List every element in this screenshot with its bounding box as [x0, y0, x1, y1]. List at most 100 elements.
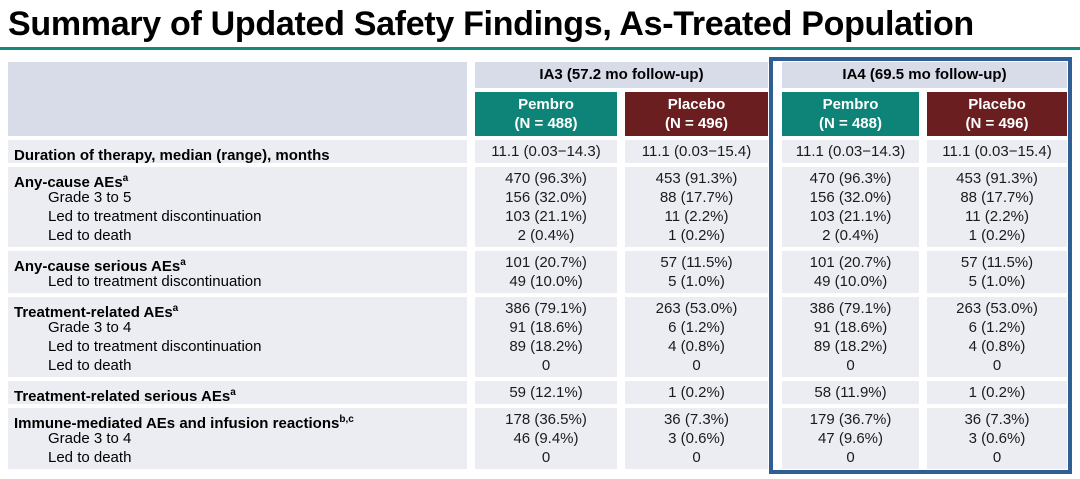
arm-name: Placebo: [667, 96, 726, 113]
value: 2 (0.4%): [822, 227, 879, 244]
value: 0: [846, 449, 855, 466]
value: 3 (0.6%): [968, 430, 1026, 447]
value: 46 (9.4%): [513, 430, 579, 447]
value: 470 (96.3%): [505, 170, 587, 187]
footnote-marker: a: [122, 173, 129, 184]
row-group-labels: Duration of therapy, median (range), mon…: [8, 140, 467, 164]
row-label: Any-cause serious AEsa: [14, 257, 186, 275]
value: 5 (1.0%): [668, 273, 725, 290]
value-cell: 59 (12.1%): [475, 381, 617, 404]
value: 103 (21.1%): [505, 208, 587, 225]
row-label: Led to death: [48, 449, 132, 466]
value: 6 (1.2%): [968, 319, 1026, 336]
value: 0: [541, 357, 551, 374]
value-cell: 386 (79.1%) 91 (18.6%) 89 (18.2%) 0: [782, 297, 919, 377]
column-header-ia3-placebo: Placebo (N = 496): [625, 92, 768, 136]
value-cell: 453 (91.3%) 88 (17.7%) 11 (2.2%) 1 (0.2%…: [927, 167, 1067, 247]
value: 49 (10.0%): [813, 273, 888, 290]
value: 88 (17.7%): [960, 189, 1034, 206]
column-header-ia4-pembro: Pembro (N = 488): [782, 92, 919, 136]
title-underline-rule: [0, 47, 1080, 50]
arm-n: (N = 496): [965, 115, 1029, 132]
value-cell: 11.1 (0.03−15.4): [625, 140, 768, 163]
row-label: Treatment-related AEsa: [14, 303, 179, 321]
arm-name: Placebo: [968, 96, 1026, 113]
column-group-header-ia4: IA4 (69.5 mo follow-up): [782, 62, 1067, 88]
row-label: Grade 3 to 4: [48, 430, 132, 447]
row-label: Led to death: [48, 357, 132, 374]
row-label: Immune-mediated AEs and infusion reactio…: [14, 414, 354, 432]
footnote-marker: a: [180, 257, 186, 268]
value: 263 (53.0%): [655, 300, 738, 317]
value: 11 (2.2%): [965, 208, 1029, 225]
value-cell: 36 (7.3%) 3 (0.6%) 0: [927, 408, 1067, 469]
value-cell: 178 (36.5%) 46 (9.4%) 0: [475, 408, 617, 469]
value: 5 (1.0%): [968, 273, 1026, 290]
value: 0: [992, 357, 1002, 374]
value-cell: 263 (53.0%) 6 (1.2%) 4 (0.8%) 0: [625, 297, 768, 377]
value-cell: 470 (96.3%) 156 (32.0%) 103 (21.1%) 2 (0…: [475, 167, 617, 247]
value: 89 (18.2%): [509, 338, 583, 355]
row-group-labels: Any-cause serious AEsa Led to treatment …: [8, 251, 467, 293]
row-label: Grade 3 to 5: [48, 189, 132, 206]
value: 91 (18.6%): [813, 319, 888, 336]
value-cell: 57 (11.5%) 5 (1.0%): [625, 251, 768, 293]
value-cell: 11.1 (0.03−14.3): [475, 140, 617, 163]
row-label: Led to treatment discontinuation: [48, 208, 262, 225]
table-corner-cell: [8, 62, 467, 136]
safety-table: IA3 (57.2 mo follow-up) IA4 (69.5 mo fol…: [8, 62, 1067, 469]
value: 11.1 (0.03−15.4): [942, 143, 1052, 160]
value: 1 (0.2%): [668, 227, 725, 244]
value-cell: 36 (7.3%) 3 (0.6%) 0: [625, 408, 768, 469]
row-label: Treatment-related serious AEsa: [14, 387, 236, 405]
value: 0: [692, 357, 701, 374]
value: 91 (18.6%): [509, 319, 583, 336]
value: 57 (11.5%): [960, 254, 1034, 271]
arm-n: (N = 488): [819, 115, 882, 132]
value: 453 (91.3%): [956, 170, 1038, 187]
value: 89 (18.2%): [813, 338, 888, 355]
value: 3 (0.6%): [668, 430, 725, 447]
value-cell: 263 (53.0%) 6 (1.2%) 4 (0.8%) 0: [927, 297, 1067, 377]
footnote-marker: a: [230, 387, 236, 398]
arm-name: Pembro: [518, 96, 574, 113]
value: 57 (11.5%): [660, 254, 733, 271]
row-group-labels: Treatment-related serious AEsa: [8, 381, 467, 405]
column-group-header-ia3: IA3 (57.2 mo follow-up): [475, 62, 768, 88]
value: 0: [846, 357, 855, 374]
value: 1 (0.2%): [968, 227, 1026, 244]
column-header-ia4-placebo: Placebo (N = 496): [927, 92, 1067, 136]
row-label: Led to treatment discontinuation: [48, 273, 262, 290]
value: 386 (79.1%): [809, 300, 892, 317]
value: 453 (91.3%): [655, 170, 738, 187]
value: 36 (7.3%): [964, 411, 1030, 428]
value: 0: [541, 449, 551, 466]
value-cell: 101 (20.7%) 49 (10.0%): [782, 251, 919, 293]
page-title: Summary of Updated Safety Findings, As-T…: [8, 5, 974, 43]
value: 4 (0.8%): [968, 338, 1026, 355]
value: 36 (7.3%): [663, 411, 730, 428]
value-cell: 386 (79.1%) 91 (18.6%) 89 (18.2%) 0: [475, 297, 617, 377]
row-group-labels: Any-cause AEsa Grade 3 to 5 Led to treat…: [8, 167, 467, 247]
value: 101 (20.7%): [505, 254, 587, 271]
value: 101 (20.7%): [809, 254, 892, 271]
arm-n: (N = 488): [514, 115, 578, 132]
value: 88 (17.7%): [659, 189, 734, 206]
value: 386 (79.1%): [505, 300, 587, 317]
value: 1 (0.2%): [968, 384, 1026, 401]
row-label: Grade 3 to 4: [48, 319, 132, 336]
footnote-marker: a: [172, 303, 179, 314]
value: 0: [992, 449, 1002, 466]
row-label: Led to death: [48, 227, 132, 244]
value-cell: 11.1 (0.03−15.4): [927, 140, 1067, 163]
row-group-labels: Immune-mediated AEs and infusion reactio…: [8, 408, 467, 469]
value-cell: 470 (96.3%) 156 (32.0%) 103 (21.1%) 2 (0…: [782, 167, 919, 247]
value: 156 (32.0%): [505, 189, 587, 206]
value: 263 (53.0%): [956, 300, 1038, 317]
arm-name: Pembro: [822, 96, 879, 113]
value-cell: 58 (11.9%): [782, 381, 919, 404]
value: 4 (0.8%): [668, 338, 725, 355]
value: 11 (2.2%): [664, 208, 729, 225]
value: 47 (9.6%): [817, 430, 884, 447]
